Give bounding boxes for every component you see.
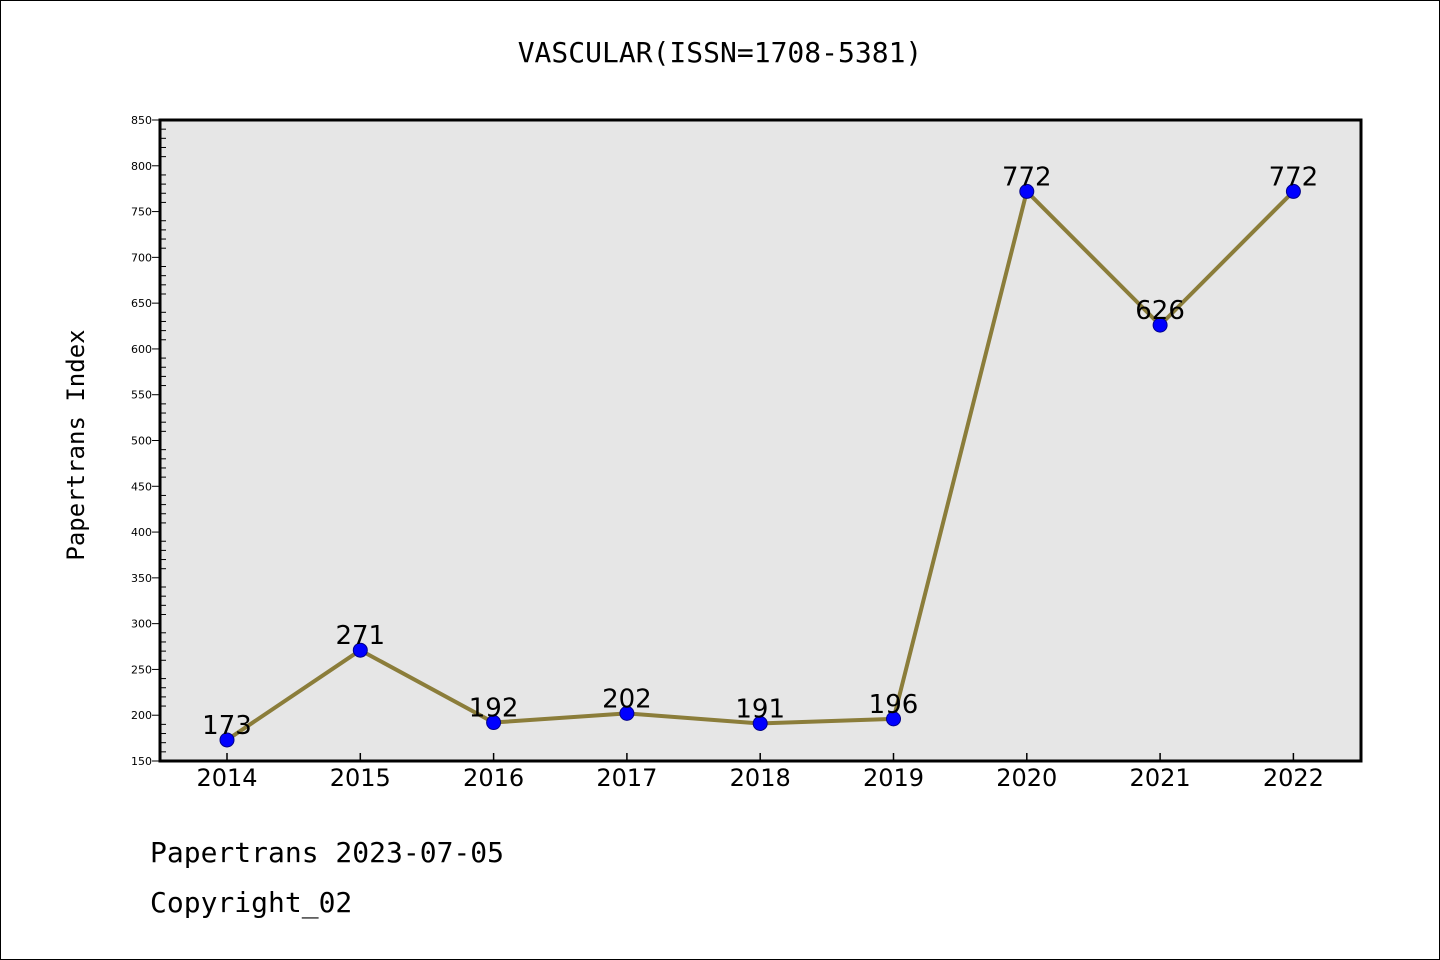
y-tick-label: 150 bbox=[131, 755, 152, 768]
x-tick-label: 2020 bbox=[996, 764, 1057, 792]
data-label: 202 bbox=[602, 684, 652, 714]
data-point bbox=[886, 711, 901, 727]
footer-date: Papertrans 2023-07-05 bbox=[150, 836, 505, 869]
data-point bbox=[1285, 183, 1301, 199]
data-label: 626 bbox=[1135, 296, 1185, 326]
data-point bbox=[619, 705, 635, 721]
series-line-group bbox=[219, 183, 1301, 748]
data-point bbox=[486, 715, 502, 731]
y-tick-label: 600 bbox=[131, 343, 152, 356]
data-point bbox=[1019, 183, 1035, 199]
y-tick-label: 750 bbox=[131, 206, 152, 219]
y-tick-label: 650 bbox=[131, 297, 152, 310]
y-tick-label: 550 bbox=[131, 389, 152, 402]
footer-copyright: Copyright_02 bbox=[150, 886, 353, 919]
data-label: 196 bbox=[869, 690, 919, 720]
data-label: 271 bbox=[335, 621, 385, 651]
data-label: 191 bbox=[735, 694, 785, 724]
data-label: 173 bbox=[202, 711, 252, 741]
x-tick-label: 2017 bbox=[596, 764, 657, 792]
y-tick-label: 500 bbox=[131, 435, 152, 448]
y-tick-label: 250 bbox=[131, 663, 152, 676]
x-tick-label: 2022 bbox=[1263, 764, 1324, 792]
y-tick-label: 200 bbox=[131, 709, 152, 722]
y-tick-label: 350 bbox=[131, 572, 152, 585]
data-label: 772 bbox=[1002, 162, 1052, 192]
y-axis: 150 200 250 300 350 400 450 500 550 600 650 700 750 8… bbox=[131, 114, 166, 768]
data-labels: 173 271 192 202 191 196 772 626 772 bbox=[202, 162, 1318, 741]
x-tick-label: 2019 bbox=[863, 764, 924, 792]
data-point bbox=[352, 642, 368, 658]
chart-title: VASCULAR(ISSN=1708-5381) bbox=[517, 36, 923, 69]
x-axis: 2014 2015 2016 2017 2018 2019 2020 2021 2022 bbox=[196, 753, 1324, 792]
y-tick-label: 800 bbox=[131, 160, 152, 173]
y-tick-label: 300 bbox=[131, 618, 152, 631]
x-tick-label: 2014 bbox=[196, 764, 257, 792]
y-axis-label: Papertrans Index bbox=[62, 329, 90, 560]
x-tick-label: 2016 bbox=[463, 764, 524, 792]
x-tick-label: 2015 bbox=[330, 764, 391, 792]
x-tick-label: 2018 bbox=[730, 764, 791, 792]
y-tick-label: 700 bbox=[131, 251, 152, 264]
data-point bbox=[219, 732, 235, 748]
y-tick-label: 400 bbox=[131, 526, 152, 539]
data-point bbox=[1152, 317, 1168, 333]
x-tick-label: 2021 bbox=[1130, 764, 1191, 792]
data-label: 192 bbox=[469, 694, 519, 724]
y-tick-label: 450 bbox=[131, 480, 152, 493]
data-point bbox=[752, 715, 768, 731]
data-label: 772 bbox=[1269, 162, 1319, 192]
y-tick-label: 850 bbox=[131, 114, 152, 127]
